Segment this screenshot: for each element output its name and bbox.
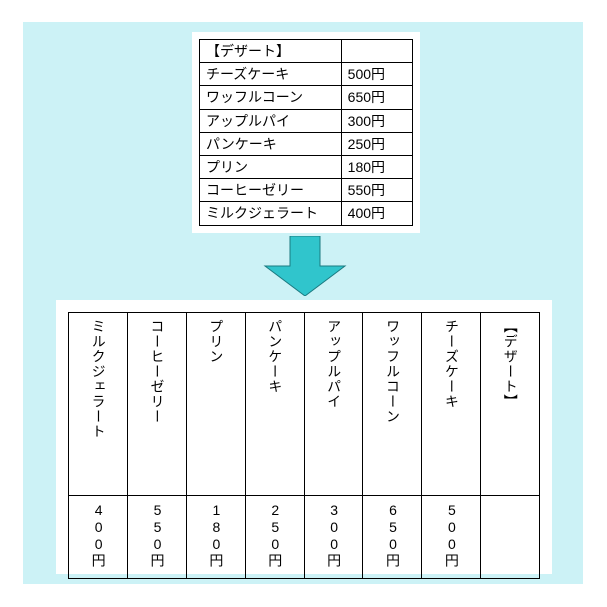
menu-item-name: パンケーキ: [200, 132, 342, 155]
vertical-text: ワッフルコーン: [385, 319, 400, 424]
vertical-text: 650円: [385, 502, 400, 568]
menu-item-price: 500円: [341, 63, 412, 86]
vertical-name-cell: パンケーキ: [245, 313, 304, 496]
vertical-name-cell: プリン: [186, 313, 245, 496]
table-row: チーズケーキ500円: [200, 63, 413, 86]
vertical-text: 180円: [208, 502, 223, 568]
menu-item-name: ワッフルコーン: [200, 86, 342, 109]
bottom-table-container: ミルクジェラート コーヒーゼリー プリン パンケーキ アップルパイ ワッフルコーン チーズケ…: [56, 300, 552, 574]
menu-item-name: アップルパイ: [200, 109, 342, 132]
menu-item-name: プリン: [200, 155, 342, 178]
vertical-name-cell: コーヒーゼリー: [127, 313, 186, 496]
vertical-name-cell: ミルクジェラート: [69, 313, 128, 496]
menu-item-price: 180円: [341, 155, 412, 178]
vertical-price-empty: [481, 496, 540, 579]
table-row: コーヒーゼリー550円: [200, 179, 413, 202]
table-row: プリン180円: [200, 155, 413, 178]
vertical-name-cell: アップルパイ: [304, 313, 363, 496]
menu-header-price-empty: [341, 40, 412, 63]
menu-header-cell: 【デザート】: [200, 40, 342, 63]
menu-item-price: 300円: [341, 109, 412, 132]
table-row: パンケーキ250円: [200, 132, 413, 155]
vertical-text: 300円: [326, 502, 341, 568]
vertical-header-cell: 【デザート】: [481, 313, 540, 496]
vertical-price-cell: 300円: [304, 496, 363, 579]
vertical-price-cell: 500円: [422, 496, 481, 579]
vertical-text: アップルパイ: [326, 319, 341, 409]
vertical-text: プリン: [208, 319, 223, 364]
vertical-text: 250円: [267, 502, 282, 568]
menu-item-price: 550円: [341, 179, 412, 202]
vertical-price-cell: 650円: [363, 496, 422, 579]
vertical-text: 500円: [443, 502, 458, 568]
menu-item-name: チーズケーキ: [200, 63, 342, 86]
table-row: ミルクジェラート400円: [200, 202, 413, 225]
vertical-text: 【デザート】: [502, 319, 517, 409]
menu-item-name: コーヒーゼリー: [200, 179, 342, 202]
menu-table-vertical: ミルクジェラート コーヒーゼリー プリン パンケーキ アップルパイ ワッフルコーン チーズケ…: [68, 312, 540, 579]
vertical-price-cell: 400円: [69, 496, 128, 579]
vertical-price-cell: 250円: [245, 496, 304, 579]
vertical-name-cell: チーズケーキ: [422, 313, 481, 496]
vertical-price-cell: 180円: [186, 496, 245, 579]
vertical-price-cell: 550円: [127, 496, 186, 579]
vertical-text: コーヒーゼリー: [149, 319, 164, 424]
table-row: アップルパイ300円: [200, 109, 413, 132]
menu-item-price: 250円: [341, 132, 412, 155]
menu-item-price: 400円: [341, 202, 412, 225]
menu-table-horizontal: 【デザート】チーズケーキ500円ワッフルコーン650円アップルパイ300円パンケ…: [199, 39, 413, 226]
menu-item-price: 650円: [341, 86, 412, 109]
vertical-text: パンケーキ: [267, 319, 282, 394]
table-row: ワッフルコーン650円: [200, 86, 413, 109]
vertical-text: 400円: [90, 502, 105, 568]
vertical-text: チーズケーキ: [443, 319, 458, 409]
vertical-name-cell: ワッフルコーン: [363, 313, 422, 496]
menu-item-name: ミルクジェラート: [200, 202, 342, 225]
top-table-container: 【デザート】チーズケーキ500円ワッフルコーン650円アップルパイ300円パンケ…: [192, 32, 420, 233]
down-arrow-icon: [255, 236, 355, 296]
vertical-text: ミルクジェラート: [90, 319, 105, 439]
vertical-text: 550円: [149, 502, 164, 568]
